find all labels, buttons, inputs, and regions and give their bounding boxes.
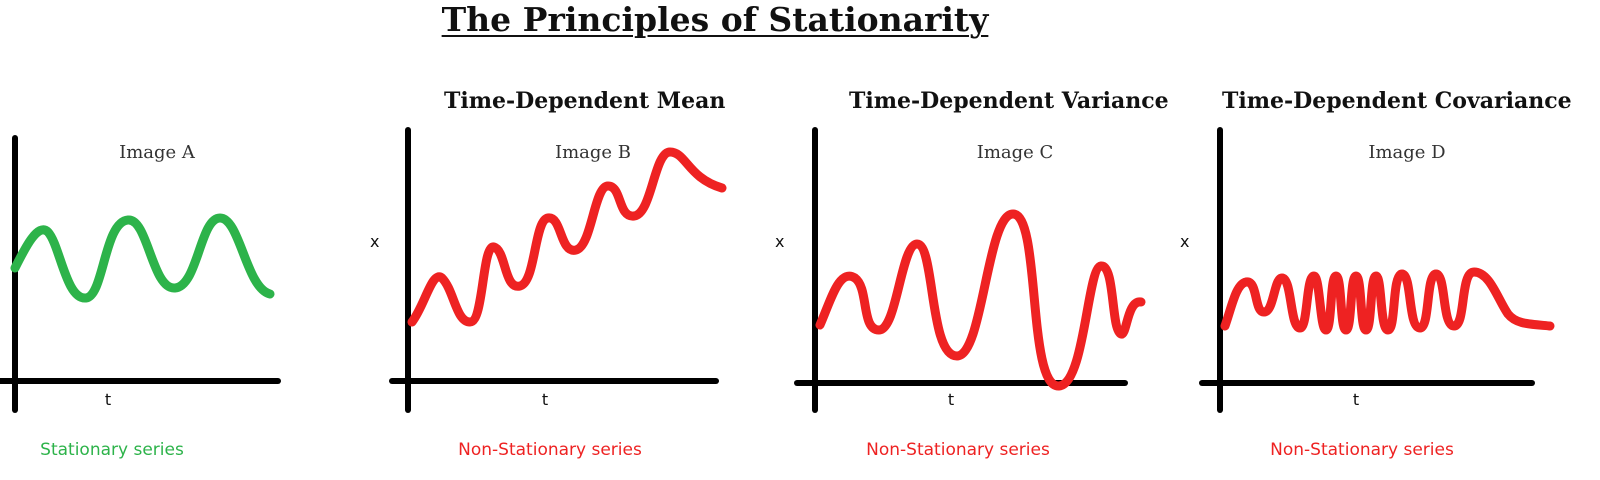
panel-image-b: Time-Dependent Mean Image B x t Non-Stat… [370,0,760,480]
panel-heading: Time-Dependent Mean [444,88,726,114]
caption: Stationary series [40,440,184,460]
series-line [1220,267,1555,335]
panel-heading: Time-Dependent Variance [849,88,1169,114]
caption: Non-Stationary series [866,440,1050,460]
plot-image-b [389,127,727,413]
panel-image-d: Time-Dependent Covariance Image D x t No… [1180,0,1600,480]
y-axis-label: x [370,232,380,251]
caption: Non-Stationary series [458,440,642,460]
x-axis-label: t [104,390,112,409]
image-label: Image B [554,142,632,163]
panel-image-c: Time-Dependent Variance Image C x t Non-… [775,0,1175,480]
series-line [815,209,1146,391]
panel-heading: Time-Dependent Covariance [1222,88,1572,114]
image-label: Image A [119,142,195,163]
plot-image-a [0,135,281,413]
series-line [10,213,275,303]
plot-image-c [794,127,1146,413]
x-axis-label: t [541,390,549,409]
caption: Non-Stationary series [1270,440,1454,460]
panel-image-a: Image A t Stationary series [0,0,380,480]
image-label: Image C [976,142,1054,163]
plot-image-d [1199,127,1555,413]
page-title: The Principles of Stationarity [441,0,989,39]
image-label: Image D [1368,142,1446,163]
series-line [407,147,727,327]
x-axis-label: t [947,390,955,409]
y-axis-label: x [1180,232,1190,251]
y-axis-label: x [775,232,785,251]
x-axis-label: t [1352,390,1360,409]
